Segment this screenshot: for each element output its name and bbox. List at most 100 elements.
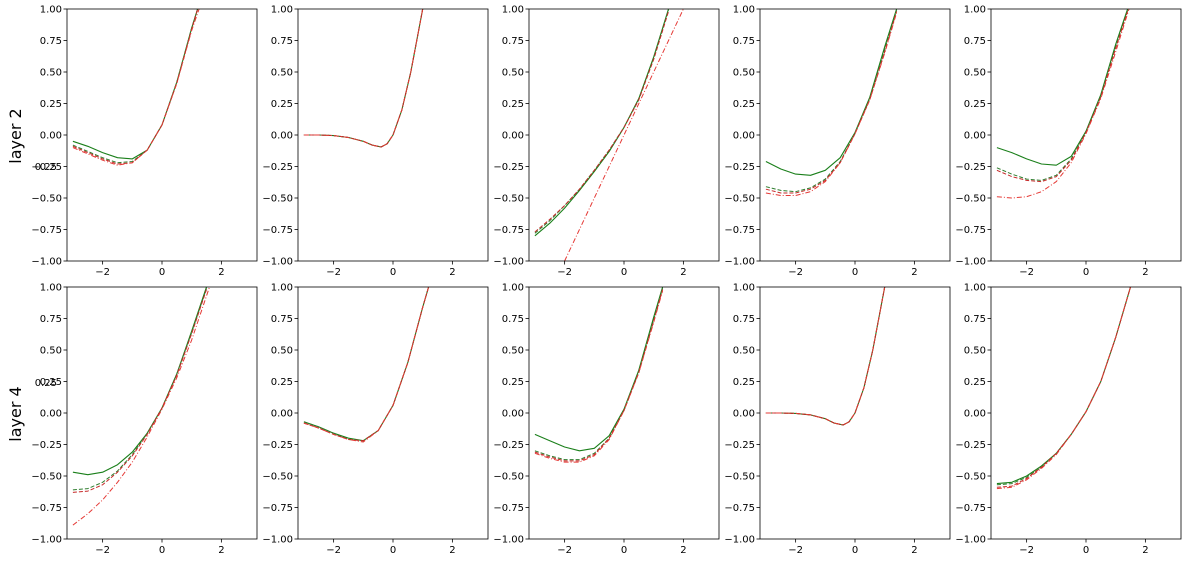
y-tick-label: −0.25 (31, 440, 62, 451)
y-tick-label: −1.00 (493, 257, 524, 268)
y-tick-label: 1.00 (502, 283, 524, 294)
axes-frame (66, 8, 258, 262)
y-tick-label: 0.75 (502, 36, 524, 47)
y-tick-label: −0.75 (31, 503, 62, 514)
y-tick-label: −1.00 (262, 257, 293, 268)
subplot-r1c3: −1.00 −0.75 −0.50 −0.25 0.00 0.25 0.50 0.75 1.00… (724, 283, 951, 556)
axes-frame (990, 286, 1182, 540)
subplot-r1c0: −1.00 −0.75 −0.50 −0.25 0.00 0.25 0.50 0.75 1.00… (31, 283, 258, 556)
y-tick-label: 0.25 (40, 99, 62, 110)
y-tick-label: −0.50 (955, 472, 986, 483)
series-line-dashdot-red (765, 12, 898, 196)
series-line-dashed-red (72, 289, 207, 493)
y-tick-label: 0.25 (502, 99, 524, 110)
y-tick-label: 0.25 (271, 99, 293, 110)
axes-frame (66, 286, 258, 540)
x-tick-label: 2 (218, 545, 224, 556)
series-line-solid-green (765, 9, 898, 176)
y-tick-label: −0.25 (262, 162, 293, 173)
x-tick-label: −2 (557, 545, 572, 556)
series-line-dashdot-red (72, 9, 200, 166)
y-tick-label: −0.75 (262, 503, 293, 514)
series-line-solid-green (996, 287, 1132, 485)
y-tick-label: −0.75 (493, 225, 524, 236)
x-tick-label: 2 (911, 267, 917, 278)
series-line-dashed-red (534, 11, 669, 233)
x-tick-label: 0 (621, 267, 627, 278)
x-tick-label: −2 (1019, 267, 1034, 278)
y-tick-label: 0.50 (964, 346, 986, 357)
y-tick-label: 0.75 (733, 314, 755, 325)
y-tick-label: −1.00 (724, 535, 755, 546)
y-tick-label: 1.00 (733, 5, 755, 16)
series-line-dashed-green (534, 288, 664, 461)
y-tick-label: 0.00 (271, 131, 293, 142)
series-line-dashed-red (534, 289, 664, 462)
x-tick-label: −2 (95, 545, 110, 556)
y-tick-label: −0.25 (493, 440, 524, 451)
x-tick-label: 0 (159, 545, 165, 556)
series-line-dashdot-red (765, 287, 886, 426)
y-tick-label: 0.75 (40, 314, 62, 325)
x-tick-label: 0 (159, 267, 165, 278)
series-line-dashed-red (996, 287, 1131, 488)
series-line-dashdot-red (564, 9, 684, 261)
series-group (996, 9, 1130, 199)
series-group (72, 9, 200, 166)
y-tick-label: 0.00 (40, 409, 62, 420)
x-tick-label: −2 (1019, 545, 1034, 556)
subplot-r0c0: −1.00 −0.75 −0.50 −0.25 0.00 0.25 0.50 0.75 1.00… (31, 5, 258, 278)
series-line-dashed-green (996, 10, 1129, 181)
y-tick-label: −1.00 (262, 535, 293, 546)
series-line-dashdot-red (72, 287, 210, 526)
series-line-dashed-green (534, 10, 669, 234)
y-tick-label: 1.00 (271, 5, 293, 16)
axes-frame (528, 286, 720, 540)
y-tick-label: 0.00 (502, 409, 524, 420)
x-tick-label: 0 (390, 267, 396, 278)
x-tick-label: 2 (1142, 545, 1148, 556)
y-tick-label: −0.50 (262, 194, 293, 205)
series-group (765, 9, 898, 196)
y-tick-label: 0.50 (271, 68, 293, 79)
y-tick-label: −0.75 (724, 225, 755, 236)
y-tick-label: 0.75 (271, 36, 293, 47)
y-tick-label: −0.50 (724, 472, 755, 483)
x-tick-label: −2 (326, 267, 341, 278)
y-tick-label: 0.25 (271, 377, 293, 388)
y-tick-label: 0.25 (733, 99, 755, 110)
x-tick-label: −2 (788, 267, 803, 278)
series-line-solid-green (996, 9, 1129, 166)
subplot-r0c2: −1.00 −0.75 −0.50 −0.25 0.00 0.25 0.50 0.75 1.00… (493, 5, 720, 278)
series-line-dashed-green (765, 287, 886, 426)
series-group (303, 9, 424, 148)
y-tick-label: −0.25 (31, 162, 62, 173)
series-line-solid-green (765, 287, 886, 426)
series-line-dashed-green (765, 10, 898, 193)
y-tick-label: 0.25 (40, 377, 62, 388)
series-line-solid-green (72, 9, 199, 160)
series-line-dashed-red (303, 287, 430, 442)
series-line-dashed-green (72, 9, 199, 164)
y-tick-label: 0.50 (271, 346, 293, 357)
y-tick-label: 0.50 (502, 346, 524, 357)
x-tick-label: 0 (390, 545, 396, 556)
series-group (303, 287, 430, 443)
subplot-r0c3: −1.00 −0.75 −0.50 −0.25 0.00 0.25 0.50 0.75 1.00… (724, 5, 951, 278)
y-tick-label: −1.00 (955, 257, 986, 268)
x-tick-label: 2 (449, 267, 455, 278)
y-tick-label: −0.75 (493, 503, 524, 514)
series-line-dashdot-red (303, 9, 424, 148)
y-tick-label: −1.00 (31, 257, 62, 268)
y-tick-label: 0.00 (502, 131, 524, 142)
x-tick-label: 0 (1083, 545, 1089, 556)
series-line-solid-green (72, 287, 208, 476)
x-tick-label: 0 (621, 545, 627, 556)
x-tick-label: −2 (788, 545, 803, 556)
y-tick-label: 0.75 (964, 36, 986, 47)
series-line-solid-green (534, 9, 670, 237)
y-tick-label: −0.50 (493, 472, 524, 483)
y-tick-label: −0.50 (493, 194, 524, 205)
series-group (765, 287, 886, 426)
axes-frame (759, 8, 951, 262)
